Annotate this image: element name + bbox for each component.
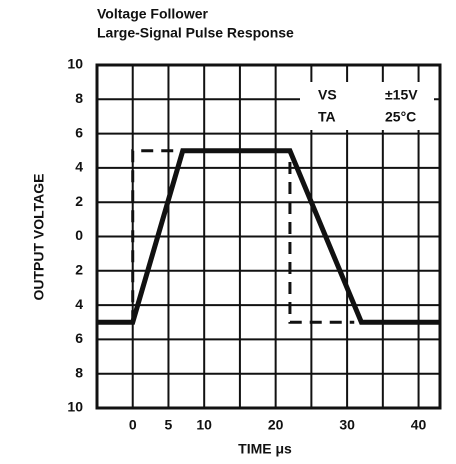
y-tick-label: 10: [67, 399, 83, 415]
annotation-label: TA: [318, 109, 336, 125]
chart-subtitle: Large-Signal Pulse Response: [97, 25, 294, 41]
annotation-value: 25°C: [385, 109, 416, 125]
y-tick-label: 8: [75, 364, 83, 380]
annotation-value: ±15V: [385, 87, 418, 103]
y-tick-label: 10: [67, 56, 83, 72]
y-tick-label: 6: [75, 124, 83, 140]
annotation-label: VS: [318, 87, 337, 103]
annotation-box: [300, 82, 434, 130]
x-tick-label: 10: [196, 417, 212, 433]
series-line: [97, 148, 440, 325]
chart-title: Voltage Follower: [97, 6, 209, 22]
y-tick-label: 8: [75, 90, 83, 106]
y-tick-label: 6: [75, 330, 83, 346]
y-axis-label: OUTPUT VOLTAGE: [31, 173, 47, 300]
y-tick-label: 4: [75, 296, 83, 312]
x-tick-label: 30: [339, 417, 355, 433]
x-tick-label: 0: [129, 417, 137, 433]
x-axis-label: TIME μs: [238, 441, 292, 457]
y-tick-label: 0: [75, 227, 83, 243]
y-tick-label: 2: [75, 262, 83, 278]
x-tick-label: 20: [268, 417, 284, 433]
x-tick-label: 5: [165, 417, 173, 433]
y-tick-label: 2: [75, 193, 83, 209]
x-tick-label: 40: [411, 417, 427, 433]
y-tick-label: 4: [75, 159, 83, 175]
